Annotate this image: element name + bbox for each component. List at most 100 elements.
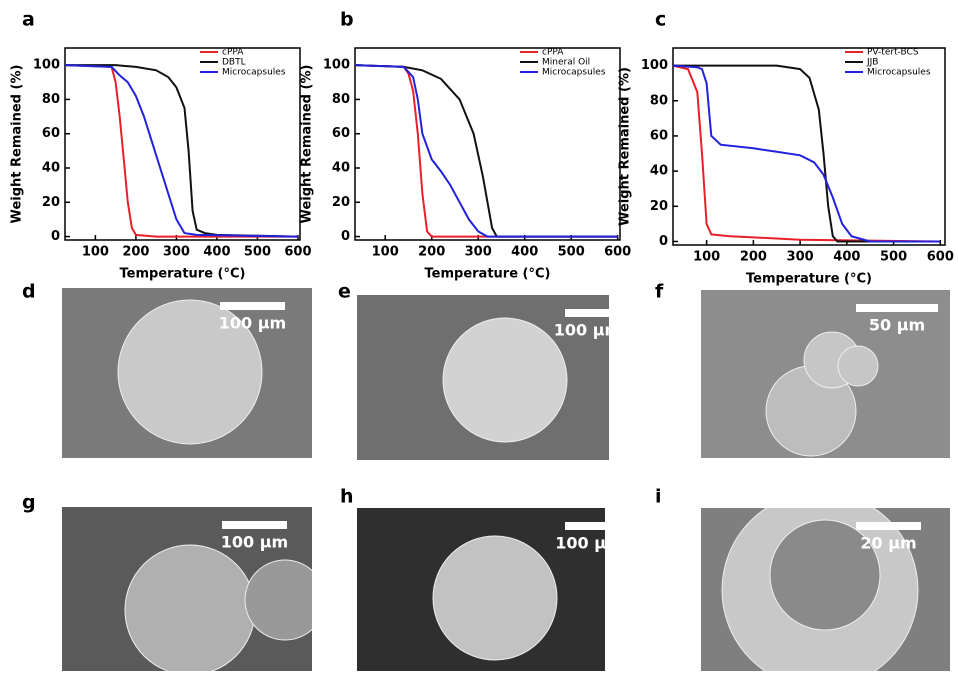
scale-bar-label: 50 µm (869, 316, 925, 335)
microcapsule (117, 299, 263, 445)
y-tick-label: 20 (332, 195, 350, 210)
y-tick-label: 40 (650, 164, 668, 179)
microcapsule (124, 544, 256, 671)
scale-bar (565, 522, 613, 530)
x-tick-label: 100 (372, 245, 399, 260)
sem-content (701, 508, 950, 671)
x-tick-label: 500 (244, 245, 271, 260)
panel-label: g (22, 492, 36, 514)
y-tick-label: 80 (332, 92, 350, 107)
sem-image (701, 290, 950, 458)
data-line (354, 64, 618, 238)
y-tick-label: 60 (42, 126, 60, 141)
scale-bar-label: 100 µm (554, 321, 621, 340)
x-tick-label: 300 (787, 250, 814, 265)
x-tick-label: 600 (284, 245, 311, 260)
x-tick-label: 500 (880, 250, 907, 265)
sem-image (701, 508, 950, 671)
x-tick-label: 200 (740, 250, 767, 265)
y-tick-label: 100 (641, 58, 668, 73)
scale-bar (222, 521, 287, 529)
data-line (354, 64, 618, 238)
sem-image (62, 507, 312, 671)
microcapsule (432, 535, 558, 661)
legend-label: PV-tert-BCS (867, 48, 919, 58)
sem-content (62, 288, 312, 458)
sem-image (62, 288, 312, 458)
panel-label: d (22, 281, 36, 303)
y-tick-label: 40 (332, 161, 350, 176)
y-axis-label: Weight Remained (%) (300, 65, 315, 224)
scale-bar-label: 100 µm (555, 534, 622, 553)
sem-content (357, 295, 609, 460)
legend-label: JJB (866, 58, 878, 68)
plot-frame (672, 47, 946, 246)
sem-image (357, 508, 605, 671)
panel-label: c (655, 9, 666, 31)
y-tick-label: 20 (42, 195, 60, 210)
data-line (65, 64, 299, 238)
x-tick-label: 200 (122, 245, 149, 260)
scale-bar-label: 100 µm (219, 314, 286, 333)
x-tick-label: 600 (604, 245, 631, 260)
panel-label: i (655, 486, 662, 508)
panel-label: b (340, 9, 354, 31)
y-tick-label: 40 (42, 161, 60, 176)
x-axis-label: Temperature (°C) (746, 272, 872, 287)
legend-label: Microcapsules (222, 68, 286, 78)
data-line (672, 64, 941, 243)
plot-frame (64, 47, 301, 241)
x-tick-label: 600 (927, 250, 954, 265)
scale-bar (220, 302, 285, 310)
panel-label: h (340, 486, 354, 508)
microcapsule (837, 345, 879, 387)
legend-label: Microcapsules (867, 68, 931, 78)
y-tick-label: 0 (51, 229, 60, 244)
panel-label: a (22, 9, 35, 31)
legend-label: DBTL (222, 58, 246, 68)
x-tick-label: 500 (558, 245, 585, 260)
x-tick-label: 300 (465, 245, 492, 260)
y-tick-label: 100 (323, 58, 350, 73)
x-tick-label: 100 (82, 245, 109, 260)
y-tick-label: 100 (33, 58, 60, 73)
x-tick-label: 400 (511, 245, 538, 260)
scale-bar (565, 309, 610, 317)
x-tick-label: 400 (833, 250, 860, 265)
sem-content (62, 507, 312, 671)
y-tick-label: 0 (341, 229, 350, 244)
x-axis-label: Temperature (°C) (120, 267, 246, 282)
microcapsule (244, 559, 312, 641)
data-line (354, 64, 618, 238)
legend-label: Mineral Oil (542, 58, 590, 68)
y-tick-label: 60 (332, 126, 350, 141)
scale-bar-label: 100 µm (221, 533, 288, 552)
y-tick-label: 80 (42, 92, 60, 107)
y-tick-label: 60 (650, 128, 668, 143)
legend-label: Microcapsules (542, 68, 606, 78)
data-line (672, 64, 941, 243)
legend-label: cPPA (222, 48, 244, 58)
sem-content (357, 508, 605, 671)
y-axis-label: Weight Remained (%) (10, 65, 25, 224)
legend-label: cPPA (542, 48, 564, 58)
x-tick-label: 100 (693, 250, 720, 265)
sem-image (357, 295, 609, 460)
y-tick-label: 0 (659, 234, 668, 249)
sem-content (701, 290, 950, 458)
plot-frame (354, 47, 621, 241)
x-tick-label: 300 (163, 245, 190, 260)
x-axis-label: Temperature (°C) (425, 267, 551, 282)
microcapsule (769, 519, 881, 631)
scale-bar (856, 304, 938, 312)
scale-bar (856, 522, 921, 530)
y-tick-label: 20 (650, 199, 668, 214)
scale-bar-label: 20 µm (860, 534, 916, 553)
panel-label: f (655, 281, 664, 303)
data-line (64, 64, 299, 238)
y-tick-label: 80 (650, 93, 668, 108)
data-line (673, 64, 941, 243)
x-tick-label: 200 (418, 245, 445, 260)
panel-label: e (338, 281, 351, 303)
